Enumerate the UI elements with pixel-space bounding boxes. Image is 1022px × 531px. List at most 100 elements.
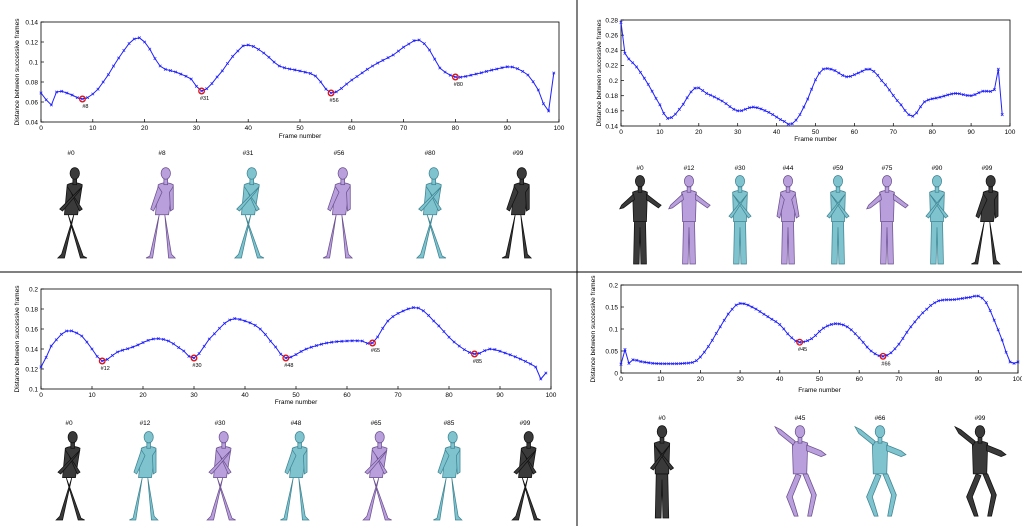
data-point [258, 327, 262, 331]
data-point [736, 109, 740, 113]
data-point [518, 357, 522, 361]
data-point [427, 48, 432, 52]
data-point [44, 98, 48, 102]
data-point [686, 361, 691, 365]
data-point [724, 102, 728, 106]
data-point [192, 356, 196, 360]
data-point [427, 313, 431, 318]
data-point [817, 329, 822, 333]
data-point [386, 319, 390, 323]
data-point [984, 301, 988, 305]
x-tick-label: 0 [39, 392, 43, 399]
data-point [917, 315, 921, 319]
data-point [205, 87, 209, 91]
data-point [694, 359, 698, 363]
data-point [96, 87, 100, 91]
data-point [1000, 113, 1004, 117]
data-point [913, 320, 917, 324]
plot-frame [40, 21, 560, 123]
data-point [370, 64, 375, 68]
x-tick-label: 100 [546, 392, 557, 399]
data-point [294, 353, 298, 357]
x-tick-label: 30 [193, 125, 201, 132]
data-point [806, 97, 810, 101]
data-point [712, 95, 716, 99]
data-point [873, 352, 877, 356]
x-tick-label: 90 [975, 376, 983, 383]
data-point [957, 92, 961, 96]
data-point [693, 86, 697, 90]
data-point [448, 73, 452, 77]
human-figure [233, 167, 265, 259]
data-point [54, 90, 59, 94]
data-point [813, 333, 818, 338]
human-figure [826, 175, 850, 265]
data-point [1012, 361, 1016, 365]
data-point [225, 61, 230, 66]
figure-head [337, 167, 348, 180]
data-point [762, 312, 766, 316]
figure-head [882, 175, 892, 188]
frame-label: #99 [982, 165, 993, 172]
data-point [513, 355, 517, 359]
data-point [279, 352, 283, 356]
plot-frame [40, 288, 552, 390]
x-axis-label: Frame number [275, 399, 318, 406]
data-point [495, 67, 499, 71]
y-tick-label: 0.18 [605, 93, 618, 100]
x-tick-label: 30 [734, 129, 742, 136]
human-figure [362, 431, 392, 521]
highlight-marker [879, 352, 887, 360]
data-point [810, 337, 814, 341]
data-point [813, 78, 818, 82]
x-tick-label: 60 [348, 125, 356, 132]
x-tick-label: 80 [452, 125, 460, 132]
y-tick-label: 0.12 [25, 366, 38, 373]
data-point [508, 353, 512, 357]
data-point [794, 118, 798, 122]
data-point [39, 91, 43, 95]
highlight-label: #45 [798, 347, 807, 353]
frame-label: #30 [215, 420, 226, 427]
data-point [207, 337, 211, 341]
data-point [151, 337, 155, 341]
data-point [355, 74, 359, 79]
y-tick-label: 0.12 [25, 39, 38, 46]
data-point [39, 365, 43, 369]
data-point [238, 317, 242, 321]
data-point [647, 361, 651, 365]
data-point [345, 339, 349, 343]
y-tick-label: 0 [614, 370, 618, 377]
y-tick-label: 0.16 [605, 108, 618, 115]
data-point [952, 297, 957, 302]
x-tick-label: 50 [296, 125, 304, 132]
y-tick-label: 0.04 [25, 119, 38, 126]
data-point [350, 78, 354, 82]
x-tick-label: 60 [851, 129, 859, 136]
data-point [732, 107, 736, 111]
data-point [488, 347, 492, 351]
x-axis-label: Frame number [798, 387, 841, 394]
data-point [231, 54, 235, 58]
data-point [790, 336, 794, 340]
data-point [961, 93, 965, 97]
data-point [734, 303, 738, 307]
data-point [80, 97, 84, 101]
figure-head [67, 431, 78, 444]
data-point [453, 75, 457, 79]
figure-head [523, 431, 534, 444]
data-point [825, 324, 829, 328]
data-point [922, 100, 926, 104]
data-point [956, 297, 960, 301]
data-point [391, 314, 395, 319]
data-point [690, 360, 695, 365]
data-point [989, 89, 993, 93]
data-point [233, 317, 237, 321]
data-point [172, 342, 176, 346]
data-point [868, 67, 872, 71]
data-point [742, 302, 746, 306]
data-point [977, 91, 981, 95]
figure-head [684, 175, 694, 188]
data-point [163, 67, 167, 71]
human-figure [971, 175, 1001, 265]
